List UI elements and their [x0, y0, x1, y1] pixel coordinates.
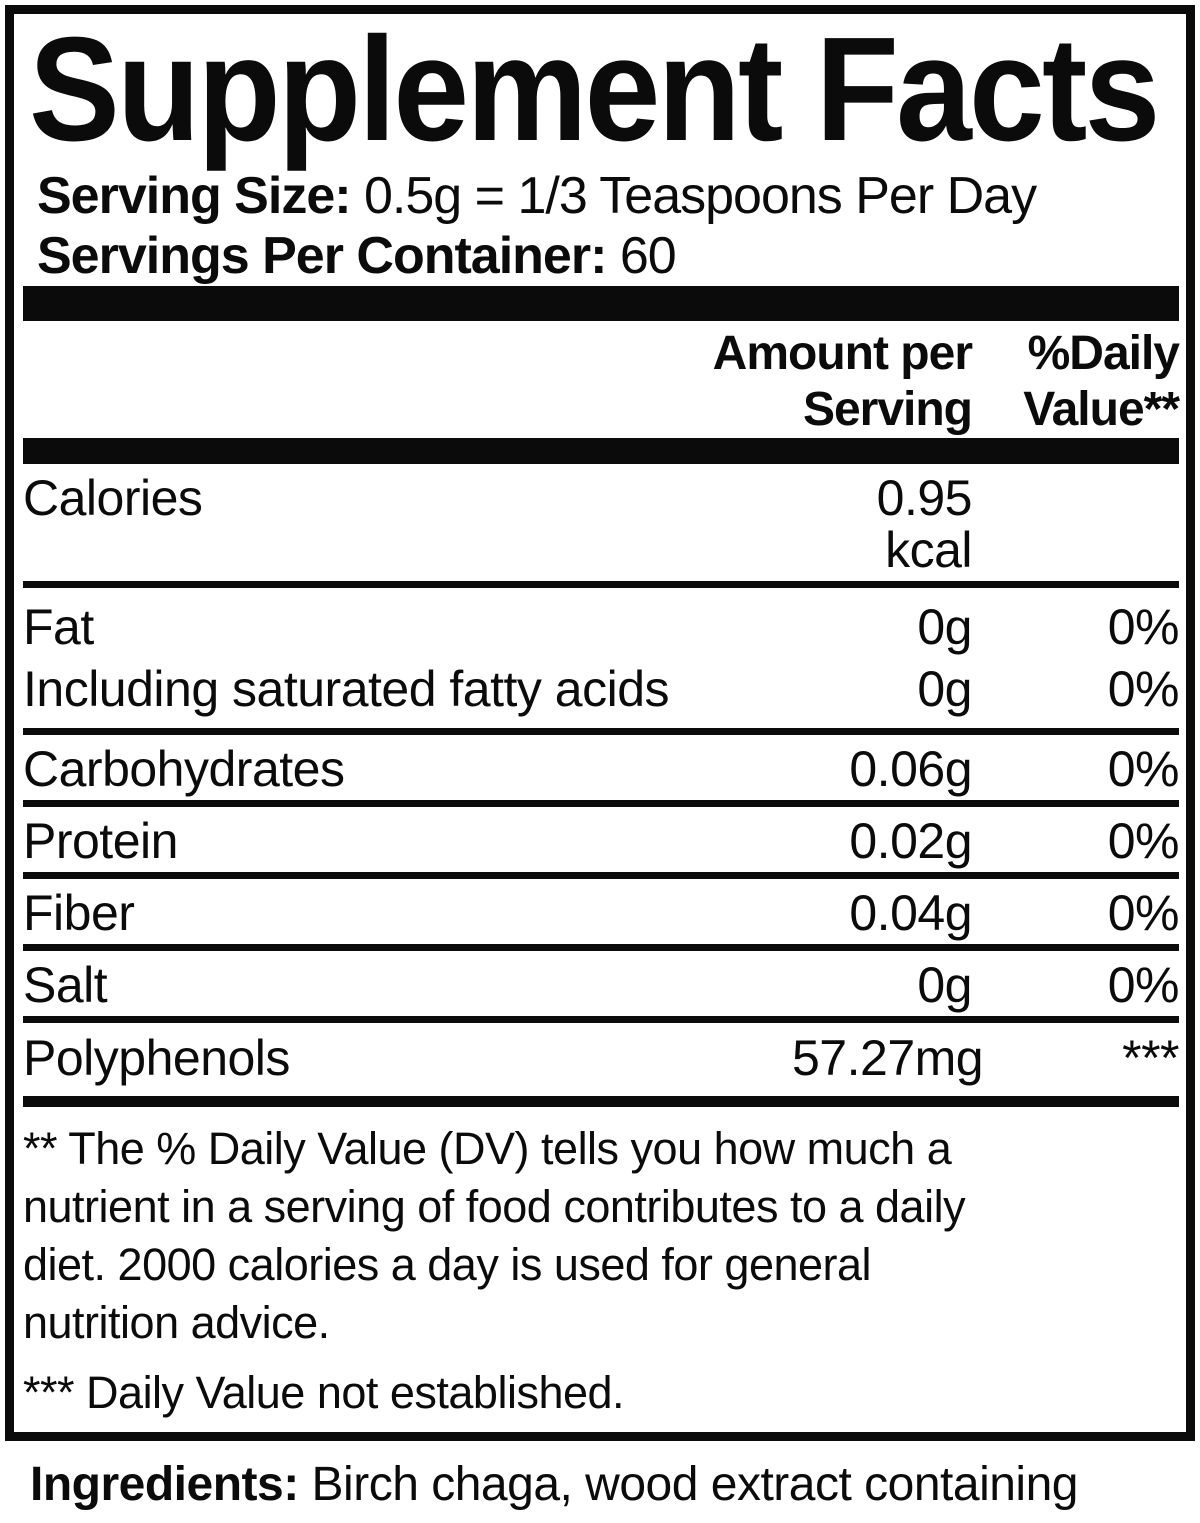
nutrient-amount: 0.02g [849, 813, 972, 869]
table-row-carbohydrates: Carbohydrates 0.06g 0% [23, 735, 1180, 807]
nutrient-name: Protein [23, 813, 178, 869]
page-title: Supplement Facts [29, 7, 1160, 172]
amount-header-line2: Serving [802, 383, 973, 436]
nutrient-name: Fiber [23, 885, 135, 941]
daily-value-footnote: ** The % Daily Value (DV) tells you how … [23, 1120, 1179, 1352]
nutrient-daily-value: 0% [1107, 661, 1180, 717]
nutrient-name: Polyphenols [23, 1030, 290, 1086]
ingredients-line1-text: Birch chaga, wood extract containing [311, 1458, 1079, 1511]
table-row-fiber: Fiber 0.04g 0% [23, 879, 1180, 951]
supplement-facts-box: Supplement Facts Serving Size: 0.5g = 1/… [5, 5, 1195, 1441]
table-row-fat: Fat 0g 0% [23, 596, 1180, 658]
nutrient-daily-value: 0% [1107, 599, 1180, 655]
nutrient-amount: 0g [917, 599, 972, 655]
footnotes: ** The % Daily Value (DV) tells you how … [23, 1096, 1179, 1432]
divider-bar-medium [23, 438, 1179, 464]
nutrient-amount: 0.95 kcal [876, 470, 973, 578]
footnote-line: diet. 2000 calories a day is used for ge… [23, 1239, 872, 1290]
nutrient-daily-value: 0% [1107, 741, 1180, 797]
table-column-headers: Amount per Serving %Daily Value** [23, 321, 1180, 438]
nutrient-name: Calories [23, 470, 203, 526]
serving-size-label: Serving Size: [37, 167, 352, 225]
serving-size-value: 0.5g = 1/3 Teaspoons Per Day [364, 167, 1037, 225]
not-established-footnote: *** Daily Value not established. [23, 1367, 625, 1418]
nutrient-name: Carbohydrates [23, 741, 345, 797]
nutrient-amount: 0g [917, 661, 972, 717]
nutrient-daily-value: 0% [1107, 813, 1180, 869]
nutrient-daily-value: 0% [1107, 957, 1180, 1013]
table-row-protein: Protein 0.02g 0% [23, 807, 1180, 879]
nutrient-daily-value: 0% [1107, 885, 1180, 941]
dv-header-line2: Value** [1023, 383, 1180, 436]
footnote-line: nutrient in a serving of food contribute… [23, 1181, 966, 1232]
footnote-line: nutrition advice. [23, 1297, 330, 1348]
ingredients-line2: humic substance (25% humic acid 75% fulv… [30, 1516, 1180, 1523]
nutrient-name: Salt [23, 957, 108, 1013]
serving-size-line: Serving Size: 0.5g = 1/3 Teaspoons Per D… [37, 166, 1179, 226]
amount-header-line1: Amount per [712, 327, 973, 380]
dv-header-line1: %Daily [1027, 327, 1180, 380]
ingredients-line1: Ingredients: Birch chaga, wood extract c… [30, 1453, 1180, 1516]
table-row-saturated-fatty-acids: Including saturated fatty acids 0g 0% [23, 658, 1180, 720]
ingredients-section: Ingredients: Birch chaga, wood extract c… [30, 1453, 1180, 1523]
servings-per-container-line: Servings Per Container: 60 [37, 226, 1179, 286]
nutrient-amount: 0.06g [849, 741, 972, 797]
nutrient-amount: 57.27mg [792, 1030, 984, 1086]
nutrient-table: Calories 0.95 kcal Fat 0g 0% Including s… [23, 464, 1180, 1096]
nutrient-daily-value: *** [1122, 1030, 1179, 1086]
column-header-amount-per-serving: Amount per Serving [712, 326, 973, 438]
table-row-calories: Calories 0.95 kcal [23, 464, 1179, 588]
nutrient-name: Fat [23, 599, 94, 655]
table-row-polyphenols: Polyphenols 57.27mg *** [23, 1023, 1180, 1096]
footnote-line: ** The % Daily Value (DV) tells you how … [23, 1123, 952, 1174]
ingredients-label: Ingredients: [30, 1458, 299, 1511]
table-row-salt: Salt 0g 0% [23, 951, 1180, 1023]
nutrient-amount: 0.04g [849, 885, 972, 941]
serving-info: Serving Size: 0.5g = 1/3 Teaspoons Per D… [37, 166, 1179, 286]
nutrient-name: Including saturated fatty acids [23, 661, 670, 717]
servings-per-container-label: Servings Per Container: [37, 227, 607, 285]
table-row-group-fat: Fat 0g 0% Including saturated fatty acid… [23, 588, 1180, 735]
column-header-daily-value: %Daily Value** [972, 326, 1180, 438]
nutrient-amount: 0g [917, 957, 972, 1013]
divider-bar-thick [23, 286, 1179, 321]
servings-per-container-value: 60 [619, 227, 677, 285]
